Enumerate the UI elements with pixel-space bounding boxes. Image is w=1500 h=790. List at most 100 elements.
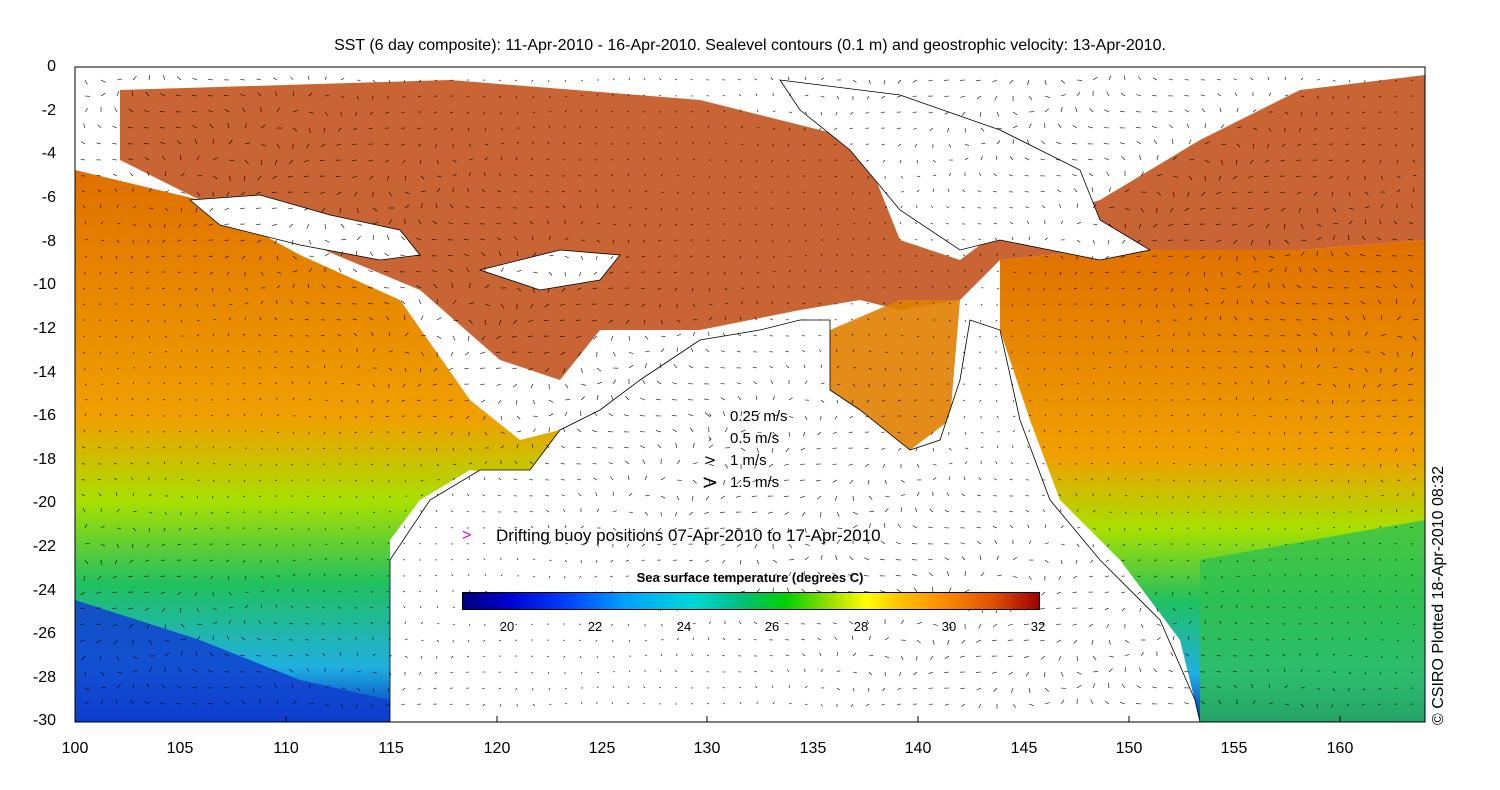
velocity-vector [482,95,486,98]
velocity-vector [724,575,726,581]
velocity-vector [644,511,648,516]
velocity-vector [930,367,934,370]
velocity-vector [368,317,374,321]
velocity-vector [595,559,598,563]
velocity-vector [756,143,759,146]
velocity-vector [450,559,454,561]
velocity-vector [1028,254,1033,257]
velocity-vector [97,575,102,580]
velocity-vector [674,223,678,226]
velocity-vector [497,399,502,404]
velocity-vector [996,287,1000,290]
velocity-vector [175,126,182,129]
velocity-vector [130,319,134,322]
velocity-vector [848,574,854,577]
velocity-vector [1152,239,1158,242]
velocity-vector [258,382,262,385]
velocity-vector [596,671,600,673]
velocity-vector [804,76,807,81]
velocity-vector [388,367,393,371]
x-tick-label: 120 [483,740,511,757]
velocity-vector [1044,108,1050,113]
velocity-vector [130,255,134,259]
velocity-vector [1329,127,1334,130]
y-tick-label: -28 [32,669,56,686]
velocity-vector [162,287,166,289]
velocity-vector [208,670,214,673]
velocity-vector [212,495,214,499]
velocity-vector [224,701,230,705]
velocity-vector [1058,655,1062,661]
velocity-vector [1299,266,1302,273]
velocity-vector [1346,606,1350,609]
velocity-vector [147,239,150,244]
velocity-vector [193,223,198,227]
velocity-vector [100,699,104,705]
velocity-vector [708,142,711,145]
velocity-vector [816,447,822,450]
velocity-vector [208,223,214,226]
velocity-vector [802,431,806,437]
velocity-vector [1124,653,1130,657]
velocity-vector [276,107,280,113]
velocity-vector [1170,652,1174,657]
velocity-vector [787,223,790,226]
velocity-vector [946,399,950,401]
velocity-vector [674,511,678,517]
velocity-vector [851,333,854,337]
velocity-vector [787,527,790,533]
velocity-vector [531,623,534,625]
velocity-vector [804,239,807,242]
velocity-vector [1252,559,1255,562]
velocity-vector [225,255,230,258]
velocity-vector [932,174,937,177]
velocity-vector [820,95,825,98]
velocity-vector [209,255,214,257]
velocity-vector [180,154,182,161]
velocity-vector [1139,446,1142,449]
velocity-vector [834,636,838,641]
velocity-vector [867,175,870,179]
velocity-vector [895,575,902,577]
velocity-vector [931,351,934,355]
velocity-vector [1268,415,1272,418]
velocity-vector [996,574,1002,577]
velocity-vector [691,207,694,210]
velocity-vector [1076,203,1078,209]
velocity-vector [948,587,952,593]
velocity-vector [611,702,614,705]
velocity-vector [480,399,486,403]
velocity-vector [1396,189,1401,193]
velocity-vector [804,94,809,97]
velocity-vector [980,446,984,449]
velocity-vector [532,287,535,293]
velocity-vector [1219,620,1222,625]
velocity-vector [800,463,806,465]
velocity-vector [305,653,310,657]
velocity-vector [271,191,278,193]
velocity-vector [144,607,150,611]
velocity-vector [961,703,966,707]
velocity-vector [992,526,998,529]
velocity-vector [1092,239,1095,244]
velocity-vector [420,655,423,659]
velocity-vector [164,171,167,177]
velocity-vector [740,271,743,275]
velocity-vector [1172,156,1178,161]
velocity-vector [625,460,630,465]
velocity-vector [628,351,634,355]
velocity-vector [292,447,294,451]
velocity-vector [319,191,326,194]
velocity-vector [836,539,841,545]
velocity-vector [1107,239,1110,245]
velocity-vector [1328,159,1334,161]
velocity-vector [1026,139,1030,145]
velocity-vector [1172,591,1174,596]
colorbar-tick: 22 [587,619,603,634]
velocity-vector [210,575,214,580]
velocity-vector [305,350,310,353]
velocity-vector [244,287,249,291]
velocity-vector [932,639,935,645]
velocity-vector [387,542,390,545]
velocity-vector [948,172,952,177]
